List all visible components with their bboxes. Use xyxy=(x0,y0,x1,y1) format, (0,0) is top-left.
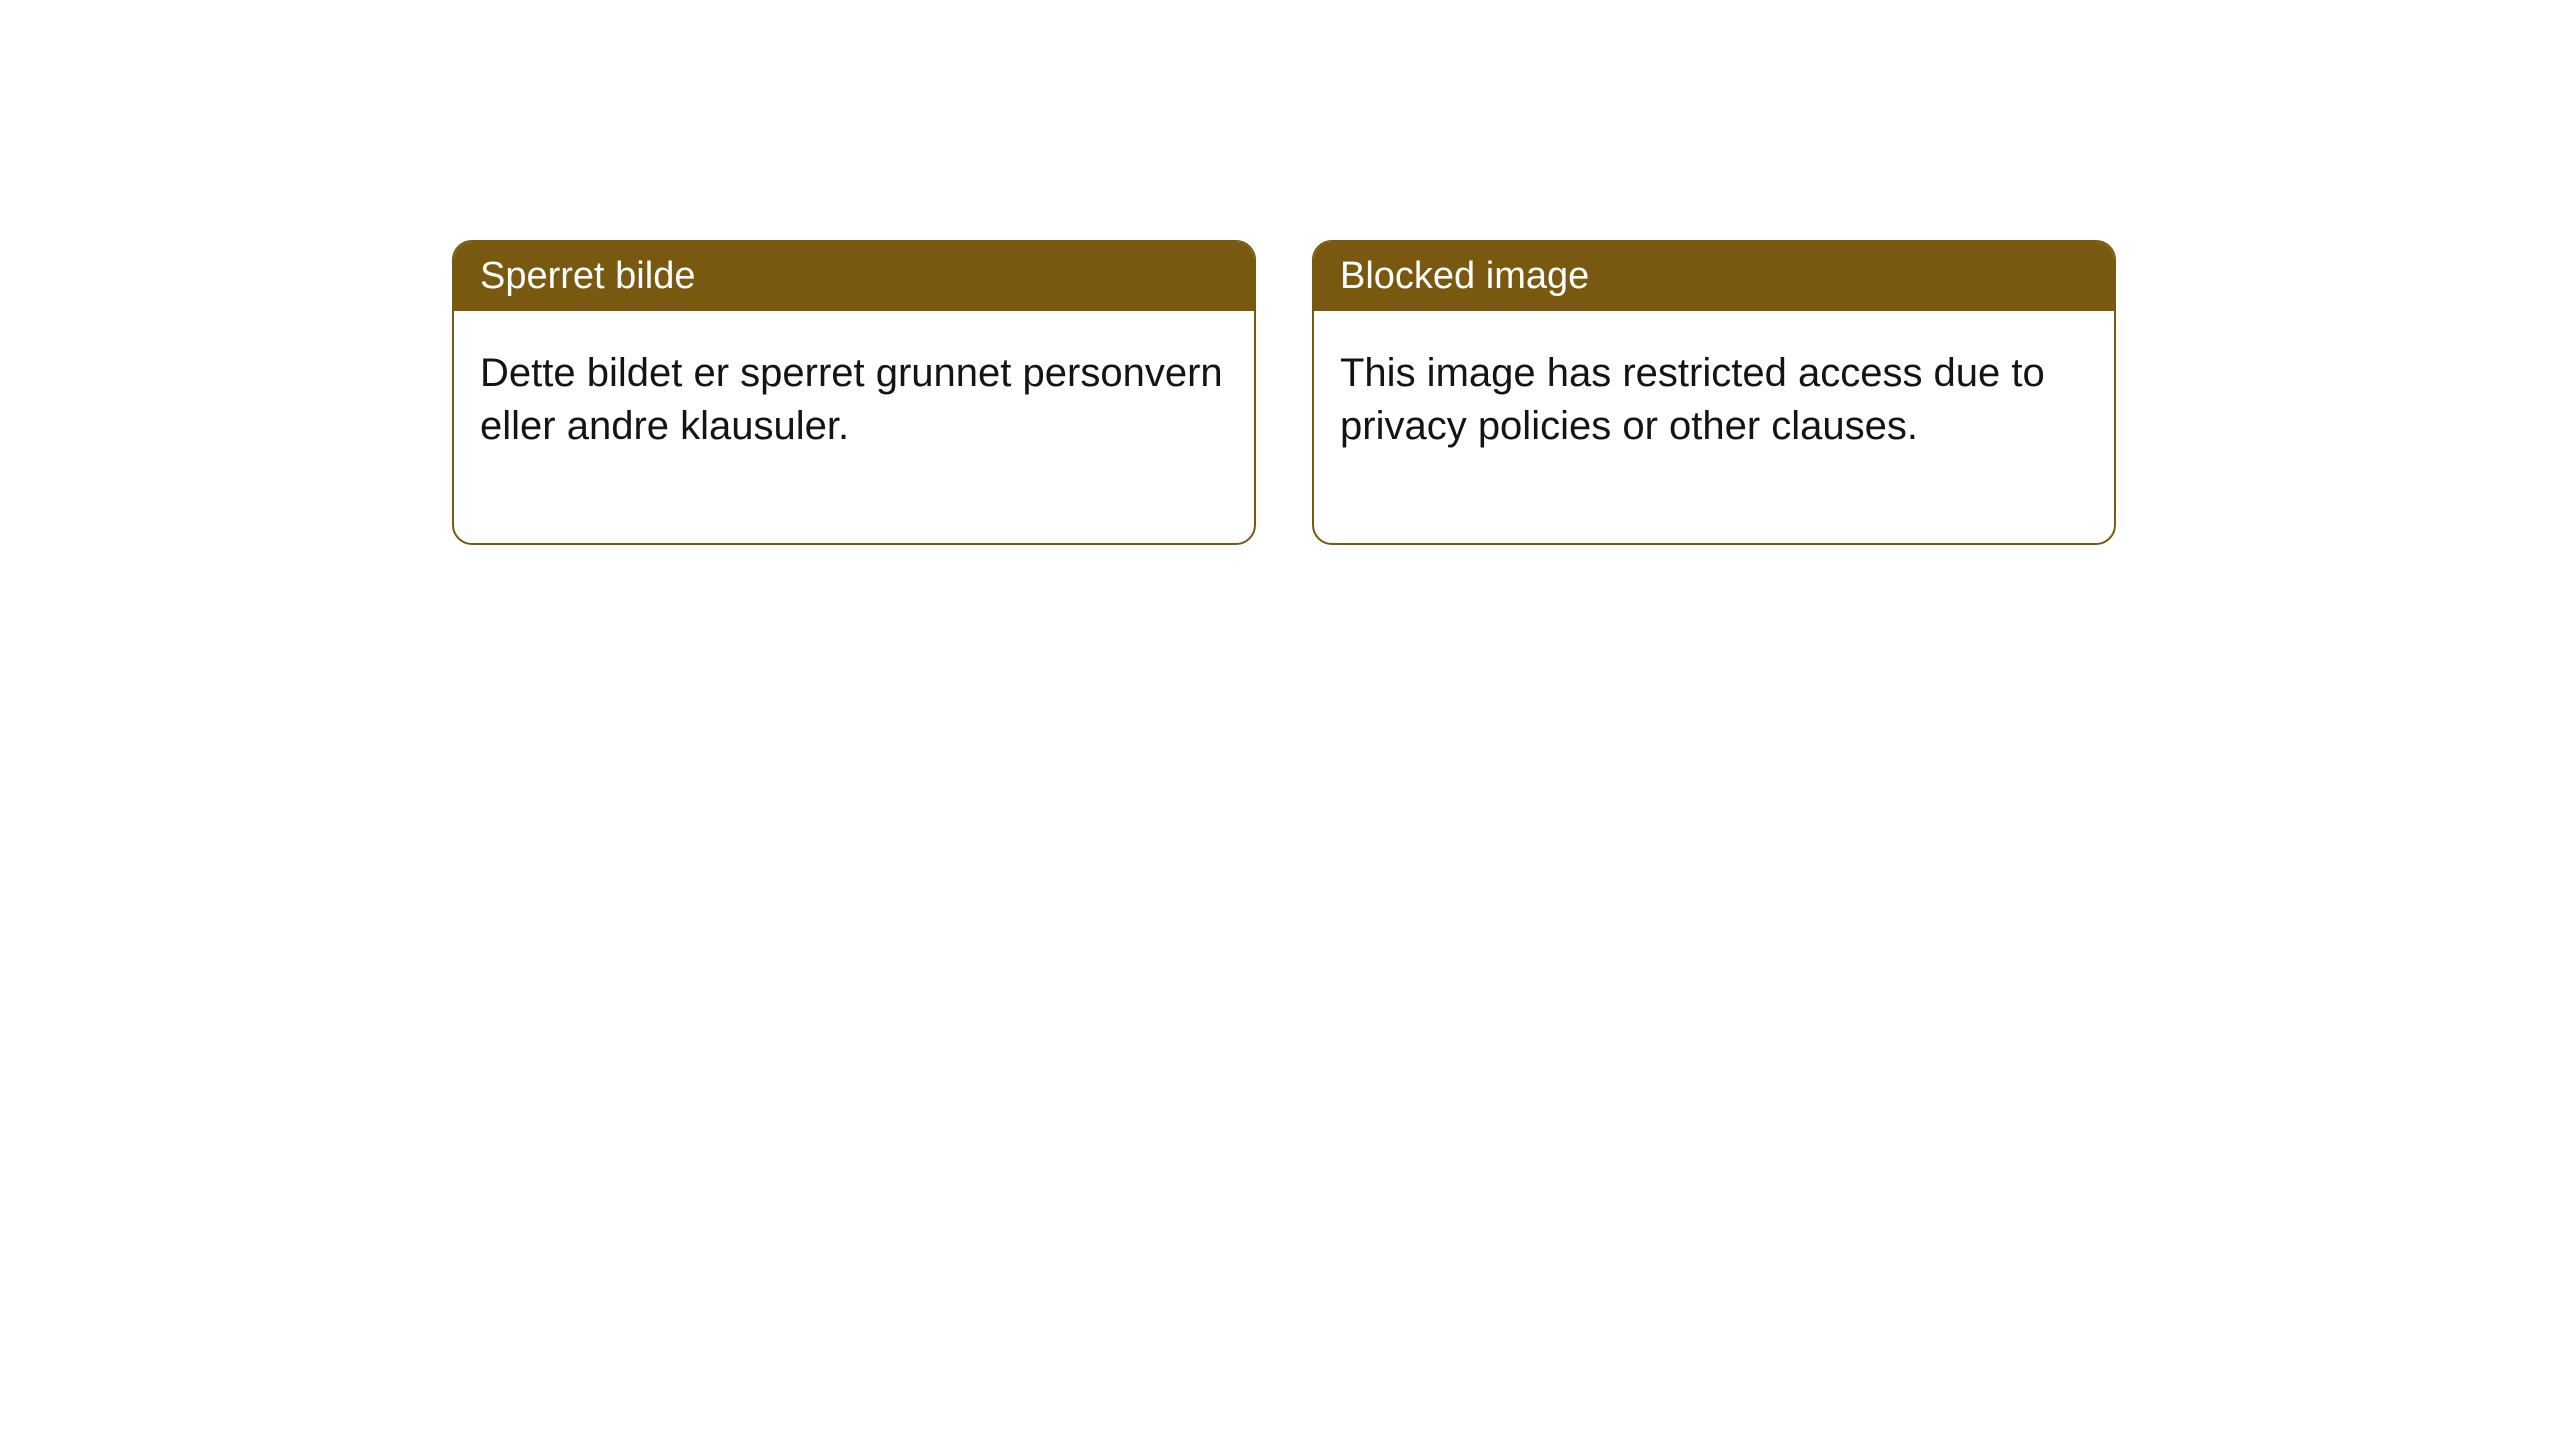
card-body: Dette bildet er sperret grunnet personve… xyxy=(454,311,1254,543)
card-header: Blocked image xyxy=(1314,242,2114,311)
card-body-text: This image has restricted access due to … xyxy=(1340,351,2045,448)
notice-card-norwegian: Sperret bilde Dette bildet er sperret gr… xyxy=(452,240,1256,545)
card-body-text: Dette bildet er sperret grunnet personve… xyxy=(480,351,1223,448)
notice-cards-container: Sperret bilde Dette bildet er sperret gr… xyxy=(0,0,2560,545)
card-header: Sperret bilde xyxy=(454,242,1254,311)
card-body: This image has restricted access due to … xyxy=(1314,311,2114,543)
card-title: Blocked image xyxy=(1340,255,1589,297)
notice-card-english: Blocked image This image has restricted … xyxy=(1312,240,2116,545)
card-title: Sperret bilde xyxy=(480,255,695,297)
